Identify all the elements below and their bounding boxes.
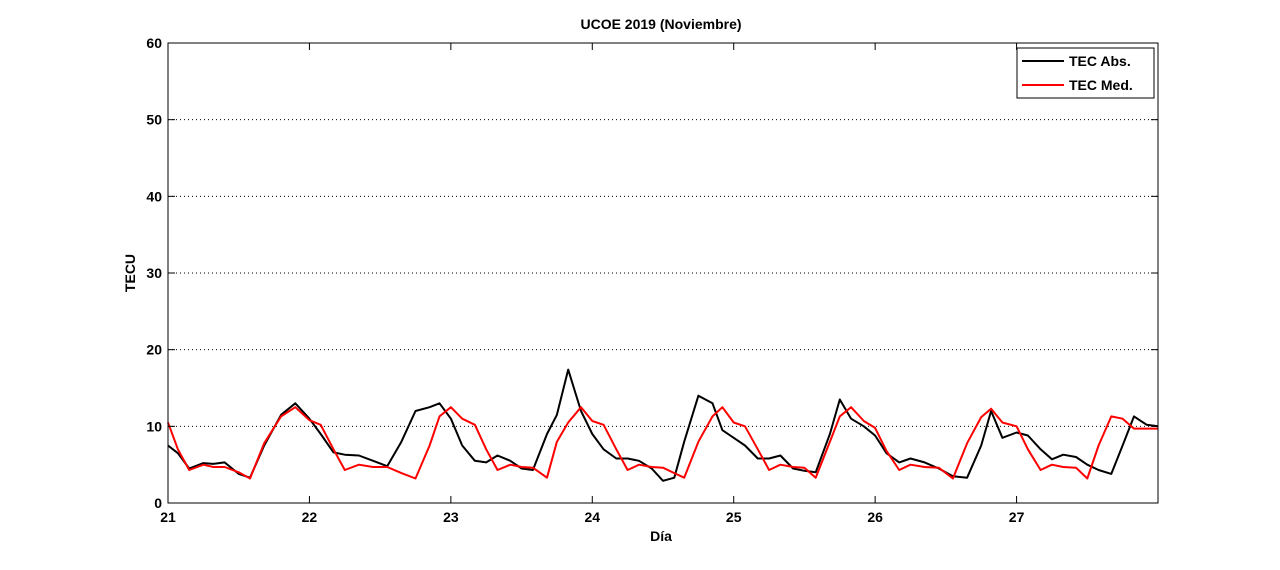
y-axis-ticks: 0 10 20 30 40 50 60: [146, 35, 1158, 511]
y-tick-label-30: 30: [146, 265, 162, 281]
x-tick-label-27: 27: [1009, 509, 1025, 525]
gridlines: [168, 119, 1158, 427]
y-tick-label-60: 60: [146, 35, 162, 51]
y-tick-label-40: 40: [146, 188, 162, 204]
y-axis-label: TECU: [122, 254, 138, 292]
x-tick-label-22: 22: [302, 509, 318, 525]
legend: TEC Abs. TEC Med.: [1016, 47, 1155, 99]
x-axis-label: Día: [650, 528, 672, 544]
legend-box: [1016, 47, 1155, 99]
series-line-tec-med: [167, 406, 1158, 480]
y-tick-label-20: 20: [146, 342, 162, 358]
y-tick-label-0: 0: [154, 495, 162, 511]
y-tick-label-50: 50: [146, 112, 162, 128]
legend-label-tec-med: TEC Med.: [1069, 77, 1133, 93]
x-tick-label-26: 26: [867, 509, 883, 525]
series-line-tec-abs: [167, 368, 1159, 482]
x-tick-label-21: 21: [160, 509, 176, 525]
x-tick-label-25: 25: [726, 509, 742, 525]
chart-title: UCOE 2019 (Noviembre): [580, 16, 741, 32]
x-axis-ticks: 21 22 23 24 25 26 27: [160, 43, 1025, 525]
legend-label-tec-abs: TEC Abs.: [1069, 53, 1131, 69]
x-tick-label-24: 24: [584, 509, 600, 525]
series-lines: [167, 368, 1159, 482]
y-tick-label-10: 10: [146, 418, 162, 434]
x-tick-label-23: 23: [443, 509, 459, 525]
